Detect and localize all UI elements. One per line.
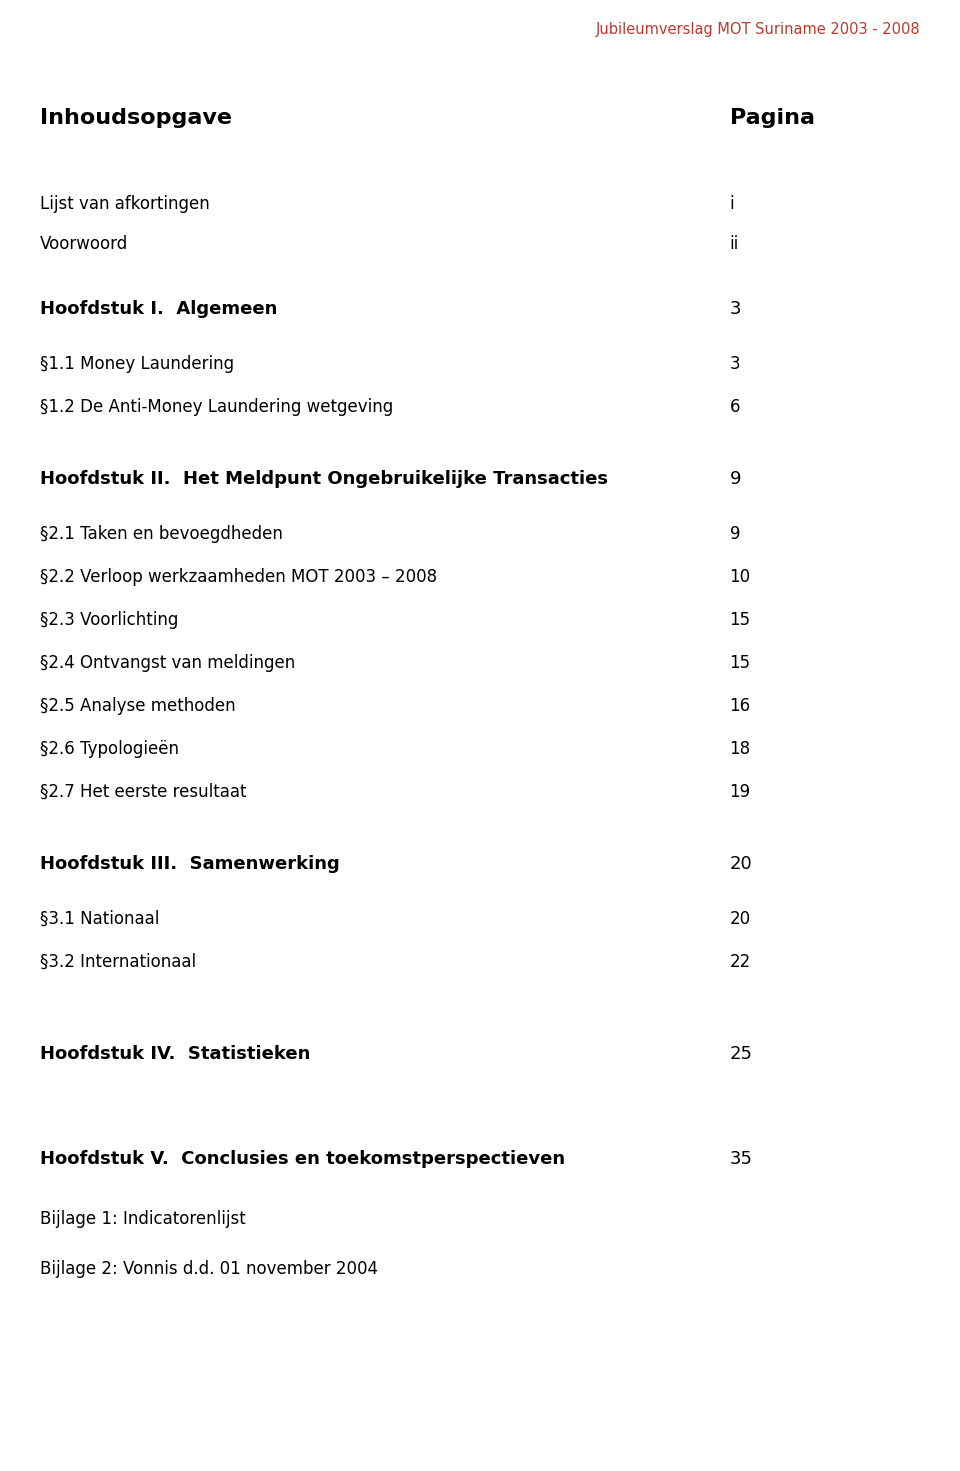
Text: §3.2 Internationaal: §3.2 Internationaal [40, 953, 197, 971]
Text: 16: 16 [730, 697, 751, 715]
Text: Inhoudsopgave: Inhoudsopgave [40, 107, 232, 128]
Text: 15: 15 [730, 655, 751, 672]
Text: §2.7 Het eerste resultaat: §2.7 Het eerste resultaat [40, 783, 247, 802]
Text: 22: 22 [730, 953, 751, 971]
Text: Bijlage 1: Indicatorenlijst: Bijlage 1: Indicatorenlijst [40, 1211, 246, 1228]
Text: 19: 19 [730, 783, 751, 802]
Text: 15: 15 [730, 610, 751, 630]
Text: Bijlage 2: Vonnis d.d. 01 november 2004: Bijlage 2: Vonnis d.d. 01 november 2004 [40, 1261, 378, 1278]
Text: Jubileumverslag MOT Suriname 2003 - 2008: Jubileumverslag MOT Suriname 2003 - 2008 [595, 22, 920, 37]
Text: Hoofdstuk V.  Conclusies en toekomstperspectieven: Hoofdstuk V. Conclusies en toekomstpersp… [40, 1150, 565, 1168]
Text: 20: 20 [730, 855, 753, 872]
Text: i: i [730, 196, 734, 213]
Text: 9: 9 [730, 525, 740, 543]
Text: 20: 20 [730, 911, 751, 928]
Text: Voorwoord: Voorwoord [40, 235, 129, 253]
Text: §2.2 Verloop werkzaamheden MOT 2003 – 2008: §2.2 Verloop werkzaamheden MOT 2003 – 20… [40, 568, 438, 585]
Text: 3: 3 [730, 355, 740, 374]
Text: §2.1 Taken en bevoegdheden: §2.1 Taken en bevoegdheden [40, 525, 283, 543]
Text: §1.2 De Anti-Money Laundering wetgeving: §1.2 De Anti-Money Laundering wetgeving [40, 399, 394, 416]
Text: §2.5 Analyse methoden: §2.5 Analyse methoden [40, 697, 236, 715]
Text: 25: 25 [730, 1044, 753, 1064]
Text: 10: 10 [730, 568, 751, 585]
Text: 9: 9 [730, 471, 741, 488]
Text: §3.1 Nationaal: §3.1 Nationaal [40, 911, 159, 928]
Text: Hoofdstuk II.  Het Meldpunt Ongebruikelijke Transacties: Hoofdstuk II. Het Meldpunt Ongebruikelij… [40, 471, 609, 488]
Text: 35: 35 [730, 1150, 753, 1168]
Text: Lijst van afkortingen: Lijst van afkortingen [40, 196, 210, 213]
Text: Hoofdstuk III.  Samenwerking: Hoofdstuk III. Samenwerking [40, 855, 340, 872]
Text: §2.4 Ontvangst van meldingen: §2.4 Ontvangst van meldingen [40, 655, 296, 672]
Text: 18: 18 [730, 740, 751, 758]
Text: 6: 6 [730, 399, 740, 416]
Text: Hoofdstuk I.  Algemeen: Hoofdstuk I. Algemeen [40, 300, 277, 318]
Text: §2.3 Voorlichting: §2.3 Voorlichting [40, 610, 179, 630]
Text: 3: 3 [730, 300, 741, 318]
Text: Hoofdstuk IV.  Statistieken: Hoofdstuk IV. Statistieken [40, 1044, 311, 1064]
Text: §2.6 Typologieën: §2.6 Typologieën [40, 740, 180, 758]
Text: ii: ii [730, 235, 739, 253]
Text: §1.1 Money Laundering: §1.1 Money Laundering [40, 355, 234, 374]
Text: Pagina: Pagina [730, 107, 815, 128]
